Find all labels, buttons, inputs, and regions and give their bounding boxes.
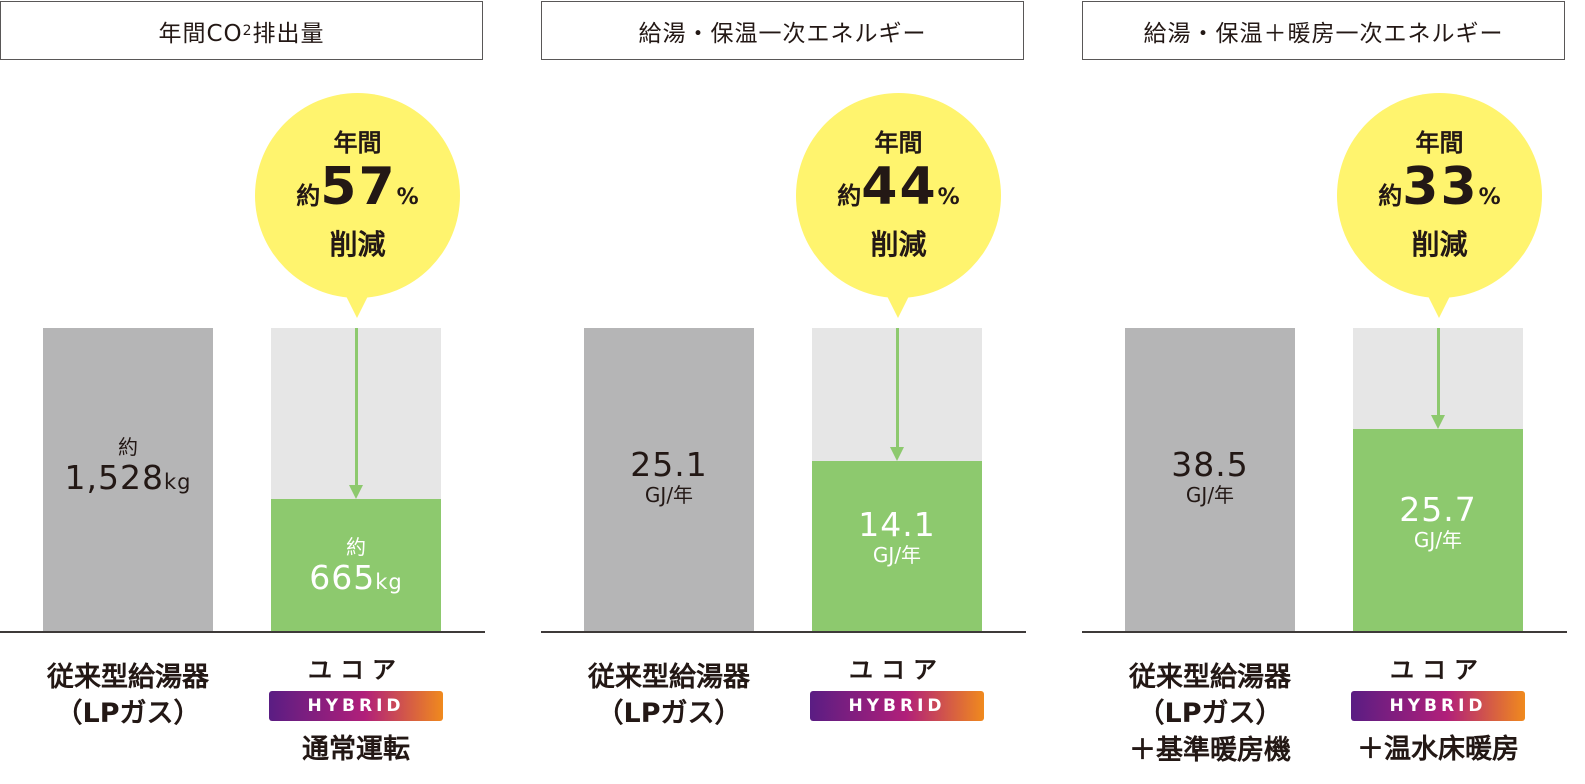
reduction-bubble: 年間 約44% 削減 [796,93,1001,298]
chart-title: 年間CO 2 排出量 [0,1,483,60]
reduction-arrow [355,328,358,487]
category-label-hybrid: ユコア HYBRID [797,656,997,721]
bubble-line3: 削減 [870,228,927,261]
baseline [0,631,485,633]
arrow-head [1431,415,1445,429]
arrow-head [349,485,363,499]
bubble-percent: 約57% [296,157,419,217]
bar-conventional [1125,328,1295,631]
bubble-tail [346,296,368,318]
baseline [1082,631,1567,633]
category-label-hybrid: ユコア HYBRID 通常運転 [256,656,456,766]
reduction-number: 44 [861,157,938,217]
chart-title: 給湯・保温＋暖房一次エネルギー [1082,1,1565,60]
category-label-conventional: 従来型給湯器 （LPガス） ＋基準暖房機 [1129,662,1291,766]
chart-panel-hot-water-heating-energy: 給湯・保温＋暖房一次エネルギー 年間 約33% 削減 38.5 GJ/年 25.… [1082,0,1567,784]
value-label-conventional: 25.1 GJ/年 [630,445,708,507]
value-label-hybrid: 14.1 GJ/年 [858,505,936,567]
title-main: 給湯・保温＋暖房一次エネルギー [1143,20,1504,47]
bubble-tail [1428,296,1450,318]
reduction-bubble: 年間 約33% 削減 [1337,93,1542,298]
value-label-conventional: 38.5 GJ/年 [1171,445,1249,507]
chart-title: 給湯・保温一次エネルギー [541,1,1024,60]
title-end: 排出量 [252,20,325,47]
reduction-bubble: 年間 約57% 削減 [255,93,460,298]
title-subscript: 2 [242,22,253,39]
hybrid-badge: HYBRID [269,690,443,721]
brand-logo: ユコア [1390,656,1486,684]
bar-conventional [584,328,754,631]
chart-panel-hot-water-energy: 給湯・保温一次エネルギー 年間 約44% 削減 25.1 GJ/年 14.1 G… [541,0,1026,784]
bar-hybrid [271,499,441,631]
bubble-tail [887,296,909,318]
category-label-conventional: 従来型給湯器 （LPガス） [588,662,750,730]
title-main: 給湯・保温一次エネルギー [638,20,927,47]
bar-conventional [43,328,213,631]
arrow-head [890,447,904,461]
brand-logo: ユコア [308,656,404,684]
reduction-arrow [896,328,899,449]
hybrid-badge: HYBRID [1351,690,1525,721]
value-label-hybrid: 25.7 GJ/年 [1399,490,1477,552]
bubble-line3: 削減 [329,228,386,261]
reduction-number: 57 [320,157,397,217]
bubble-line1: 年間 [874,129,923,157]
reduction-arrow [1437,328,1440,417]
hybrid-badge: HYBRID [810,690,984,721]
bubble-percent: 約44% [837,157,960,217]
bubble-line1: 年間 [333,129,382,157]
category-caption: ＋温水床暖房 [1357,733,1519,765]
value-label-conventional: 約 1,528kg [64,435,192,497]
title-main: 年間CO [158,20,243,47]
reduction-number: 33 [1402,157,1479,217]
bar-hybrid [812,461,982,631]
bubble-line1: 年間 [1415,129,1464,157]
baseline [541,631,1026,633]
category-label-hybrid: ユコア HYBRID ＋温水床暖房 [1338,656,1538,766]
chart-panel-co2: 年間CO 2 排出量 年間 約57% 削減 約 1,528kg 約 665kg 従来… [0,0,485,784]
bar-hybrid [1353,429,1523,631]
value-label-hybrid: 約 665kg [309,535,403,597]
bubble-percent: 約33% [1378,157,1501,217]
category-label-conventional: 従来型給湯器 （LPガス） [47,662,209,730]
brand-logo: ユコア [849,656,945,684]
category-caption: 通常運転 [302,733,410,765]
bubble-line3: 削減 [1411,228,1468,261]
